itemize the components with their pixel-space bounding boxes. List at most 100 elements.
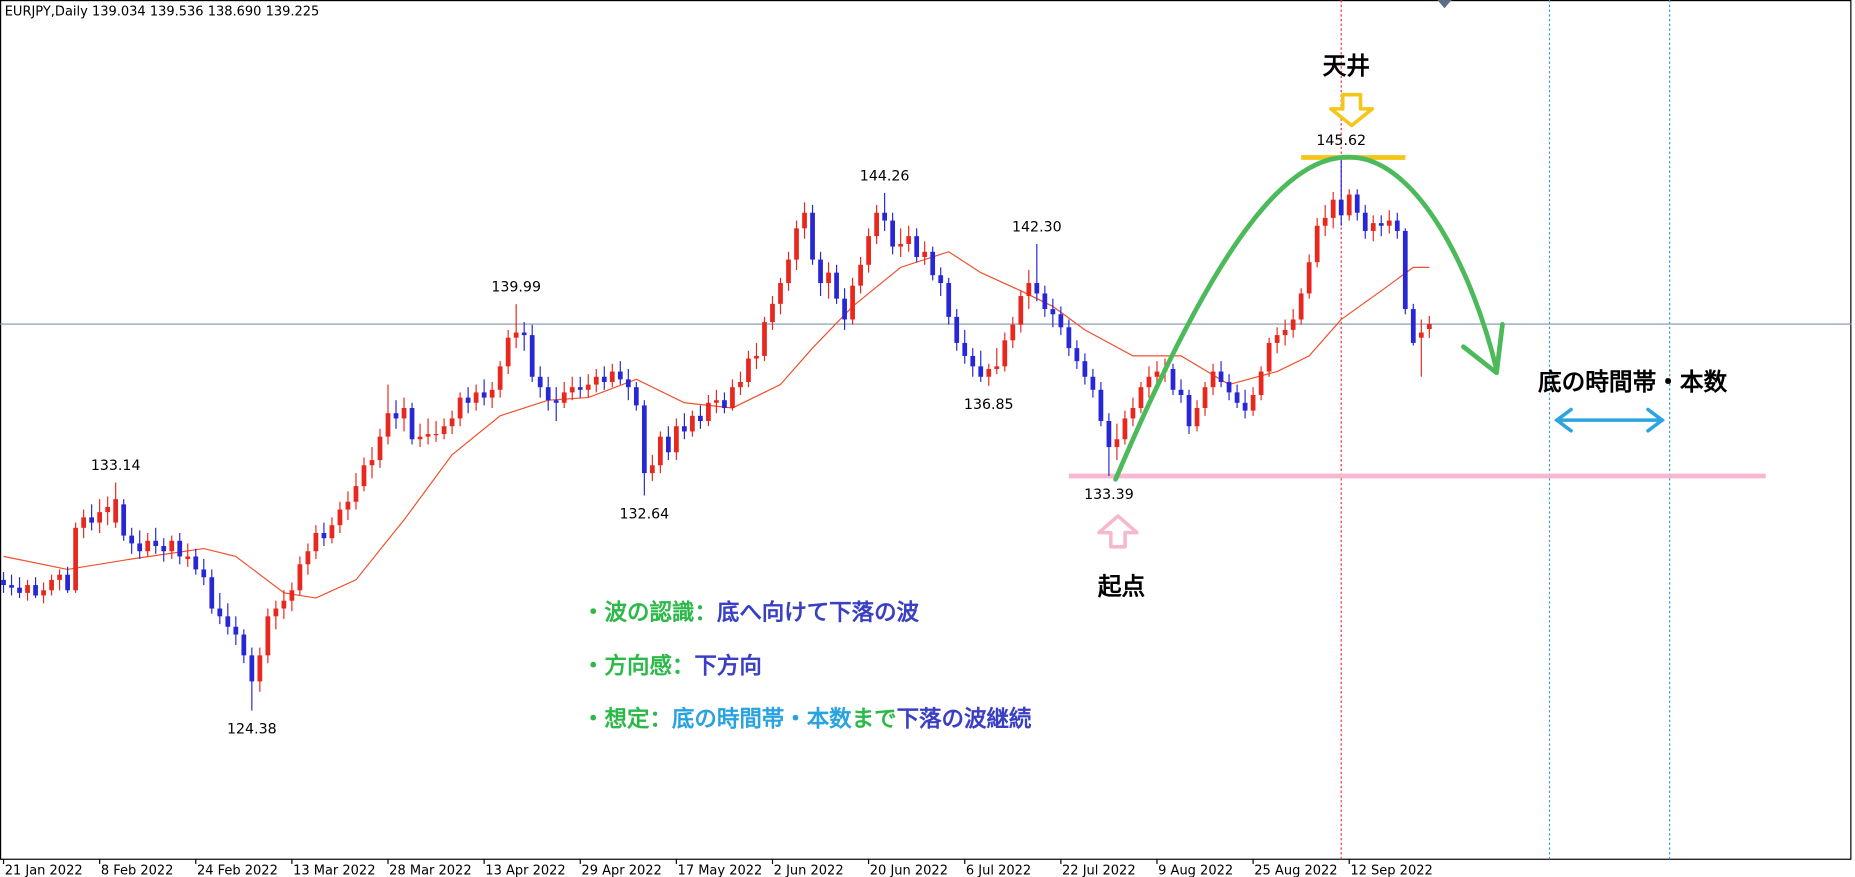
candle-body bbox=[1346, 194, 1352, 216]
candle-body bbox=[1186, 394, 1192, 427]
candle-body bbox=[1266, 342, 1272, 372]
candle-body bbox=[674, 426, 679, 453]
candle-body bbox=[1314, 225, 1320, 263]
candle-body bbox=[41, 590, 46, 596]
x-tick-label: 20 Jun 2022 bbox=[870, 864, 948, 877]
candle-body bbox=[922, 251, 928, 257]
price-label: 144.26 bbox=[860, 168, 910, 184]
candle-body bbox=[842, 298, 847, 320]
candle-body bbox=[217, 608, 223, 617]
candle-body bbox=[505, 337, 511, 367]
x-tick-label: 13 Apr 2022 bbox=[485, 864, 565, 877]
candle-body bbox=[834, 272, 839, 299]
scroll-marker bbox=[1437, 0, 1452, 9]
candle-body bbox=[625, 379, 631, 388]
duration-arrow bbox=[1553, 407, 1666, 433]
candle-body bbox=[81, 517, 86, 528]
candle-body bbox=[794, 228, 799, 260]
candle-body bbox=[1370, 223, 1376, 231]
x-tick-label: 13 Mar 2022 bbox=[293, 864, 375, 877]
candle-body bbox=[1386, 220, 1392, 226]
candle-body bbox=[489, 389, 495, 398]
candle-body bbox=[297, 564, 303, 591]
candle-body bbox=[1098, 389, 1104, 422]
candle-body bbox=[1050, 309, 1056, 315]
candle-body bbox=[914, 236, 920, 257]
start-label: 起点 bbox=[1098, 573, 1146, 601]
candle-body bbox=[441, 426, 447, 435]
candle-body bbox=[1082, 361, 1088, 377]
candle-body bbox=[682, 426, 687, 432]
note-line: ・方向感：下方向 bbox=[582, 652, 762, 679]
candle-body bbox=[409, 408, 415, 440]
note-segment: 底へ向けて下落の波 bbox=[717, 599, 920, 626]
candle-body bbox=[1170, 368, 1176, 390]
x-tick-label: 2 Jun 2022 bbox=[774, 864, 844, 877]
candle-body bbox=[281, 600, 287, 609]
candle-body bbox=[1418, 332, 1424, 338]
candle-body bbox=[970, 355, 976, 367]
x-tick-label: 29 Apr 2022 bbox=[581, 864, 661, 877]
candle-body bbox=[882, 212, 887, 221]
price-label: 142.30 bbox=[1012, 219, 1062, 235]
candle-body bbox=[1130, 408, 1136, 419]
candle-body bbox=[1034, 283, 1040, 294]
candle-body bbox=[858, 264, 863, 286]
note-line: ・波の認識：底へ向けて下落の波 bbox=[582, 599, 920, 626]
candle-body bbox=[770, 303, 775, 323]
note-line: ・想定：底の時間帯・本数まで下落の波継続 bbox=[582, 705, 1032, 732]
plot-frame bbox=[0, 0, 1852, 860]
x-tick-label: 25 Aug 2022 bbox=[1254, 864, 1337, 877]
wave-arc bbox=[1113, 154, 1499, 482]
candle-body bbox=[1114, 439, 1120, 448]
candle-body bbox=[1258, 371, 1264, 395]
candle-body bbox=[938, 275, 944, 284]
candle-body bbox=[1122, 418, 1128, 440]
candle-body bbox=[433, 434, 439, 436]
candle-body bbox=[1250, 394, 1256, 411]
candle-body bbox=[369, 460, 375, 466]
candle-body bbox=[257, 655, 263, 682]
candle-body bbox=[609, 371, 615, 382]
price-label: 133.14 bbox=[91, 458, 141, 474]
candle-body bbox=[1298, 293, 1304, 320]
candle-body bbox=[1330, 199, 1336, 218]
candle-body bbox=[874, 212, 879, 237]
candle-body bbox=[826, 272, 831, 284]
candle-body bbox=[9, 585, 14, 588]
candle-body bbox=[361, 465, 367, 487]
candle-body bbox=[233, 626, 239, 635]
candle-body bbox=[321, 532, 327, 539]
candle-body bbox=[585, 384, 591, 390]
candle-body bbox=[1426, 324, 1432, 330]
candle-body bbox=[1306, 262, 1312, 294]
price-label: 133.39 bbox=[1084, 487, 1134, 503]
candle-body bbox=[1058, 314, 1064, 328]
x-tick-label: 6 Jul 2022 bbox=[966, 864, 1031, 877]
candle-body bbox=[473, 392, 479, 403]
candle-body bbox=[1282, 329, 1288, 336]
candle-body bbox=[353, 486, 359, 502]
candle-body bbox=[561, 392, 567, 403]
candle-body bbox=[1074, 348, 1080, 362]
chart-header: EURJPY,Daily 139.034 139.536 138.690 139… bbox=[5, 4, 320, 19]
candle-body bbox=[553, 400, 559, 403]
candle-body bbox=[746, 358, 751, 382]
candle-body bbox=[425, 434, 431, 437]
price-label: 145.62 bbox=[1316, 133, 1366, 149]
candle-body bbox=[994, 366, 1000, 369]
candle-body bbox=[521, 332, 527, 336]
candle-body bbox=[698, 415, 703, 422]
candle-body bbox=[161, 546, 167, 552]
candle-body bbox=[457, 397, 463, 419]
candle-body bbox=[1218, 371, 1224, 382]
candle-body bbox=[866, 236, 871, 265]
candle-body bbox=[273, 608, 279, 617]
candle-body bbox=[225, 616, 231, 627]
candle-body bbox=[906, 236, 912, 244]
candle-body bbox=[377, 436, 383, 461]
candle-body bbox=[345, 501, 351, 510]
candle-body bbox=[305, 551, 311, 565]
candle-body bbox=[1, 579, 6, 586]
